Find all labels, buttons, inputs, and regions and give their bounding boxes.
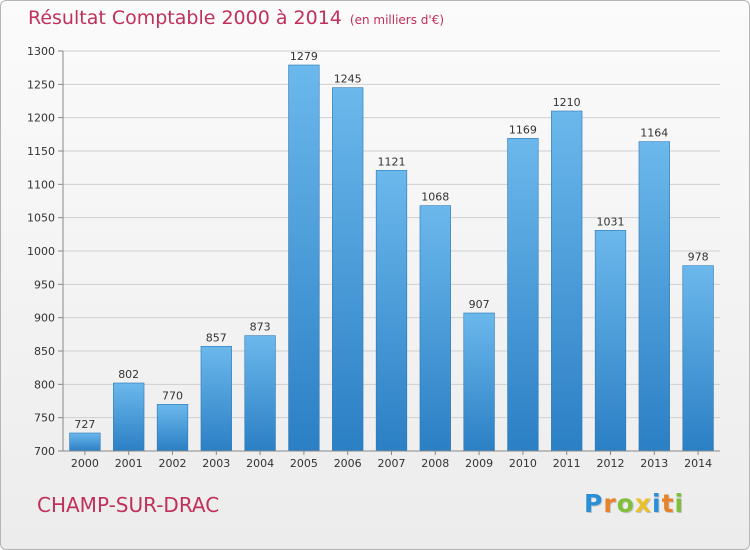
x-tick-label: 2003 <box>202 457 230 470</box>
bar-value-label: 1068 <box>421 191 449 204</box>
bar-2013 <box>638 141 670 452</box>
x-tick-label: 2004 <box>246 457 274 470</box>
logo-letter: P <box>584 489 604 518</box>
location-label: CHAMP-SUR-DRAC <box>37 493 220 517</box>
bar-2000 <box>69 432 101 452</box>
bar-value-label: 857 <box>206 331 227 344</box>
proxiti-logo: Proxiti <box>584 489 684 518</box>
x-tick-label: 2010 <box>509 457 537 470</box>
bar-value-label: 1279 <box>290 50 318 63</box>
x-tick-label: 2005 <box>290 457 318 470</box>
y-tick-label: 1250 <box>27 78 55 91</box>
bar-value-label: 873 <box>250 321 271 334</box>
bar-value-label: 1164 <box>640 127 668 140</box>
bar-value-label: 978 <box>688 251 709 264</box>
y-tick-label: 800 <box>34 378 55 391</box>
bar-2008 <box>419 205 451 452</box>
logo-letter: o <box>616 489 635 518</box>
bar-2012 <box>594 230 627 452</box>
y-tick-label: 1150 <box>27 145 55 158</box>
bar-value-label: 1031 <box>597 215 625 228</box>
x-tick-label: 2002 <box>159 457 187 470</box>
bar-2009 <box>463 312 495 452</box>
bar-value-label: 907 <box>469 298 490 311</box>
chart-title: Résultat Comptable 2000 à 2014 <box>28 7 342 29</box>
x-tick-label: 2013 <box>640 457 668 470</box>
y-tick-label: 1000 <box>27 245 55 258</box>
bar-2011 <box>551 110 583 452</box>
y-tick-label: 700 <box>34 445 55 458</box>
logo-letter: x <box>634 489 652 518</box>
bar-2001 <box>113 382 145 452</box>
bar-2010 <box>507 138 539 452</box>
bar-2014 <box>682 265 714 452</box>
y-tick-label: 750 <box>34 412 55 425</box>
bar-value-label: 1245 <box>334 73 362 86</box>
bar-value-label: 802 <box>118 368 139 381</box>
logo-letter: t <box>661 489 675 518</box>
bar-2005 <box>288 64 320 452</box>
y-tick-label: 850 <box>34 345 55 358</box>
y-tick-label: 1300 <box>27 45 55 58</box>
x-tick-label: 2000 <box>71 457 99 470</box>
logo-letter: i <box>652 489 662 518</box>
chart-subtitle: (en milliers d'€) <box>349 13 445 27</box>
x-tick-label: 2007 <box>378 457 406 470</box>
bar-value-label: 1210 <box>553 96 581 109</box>
y-tick-label: 950 <box>34 278 55 291</box>
x-tick-label: 2014 <box>684 457 712 470</box>
bar-2006 <box>332 87 364 452</box>
x-tick-label: 2009 <box>465 457 493 470</box>
x-tick-label: 2001 <box>115 457 143 470</box>
x-tick-label: 2012 <box>597 457 625 470</box>
bar-2007 <box>375 170 408 452</box>
y-tick-label: 1050 <box>27 212 55 225</box>
x-tick-label: 2006 <box>334 457 362 470</box>
logo-letter: i <box>674 489 685 518</box>
y-tick-label: 1200 <box>27 112 55 125</box>
bar-value-label: 1121 <box>378 155 406 168</box>
bar-value-label: 770 <box>162 389 183 402</box>
bar-2004 <box>244 335 276 452</box>
bar-2002 <box>156 404 189 452</box>
x-tick-label: 2008 <box>421 457 449 470</box>
bar-2003 <box>200 346 232 452</box>
x-tick-label: 2011 <box>553 457 581 470</box>
y-tick-label: 1100 <box>27 178 55 191</box>
logo-letter: r <box>603 489 617 518</box>
bar-value-label: 1169 <box>509 123 537 136</box>
chart-title-row: Résultat Comptable 2000 à 2014 (en millie… <box>28 7 444 29</box>
bar-value-label: 727 <box>74 418 95 431</box>
y-tick-label: 900 <box>34 312 55 325</box>
